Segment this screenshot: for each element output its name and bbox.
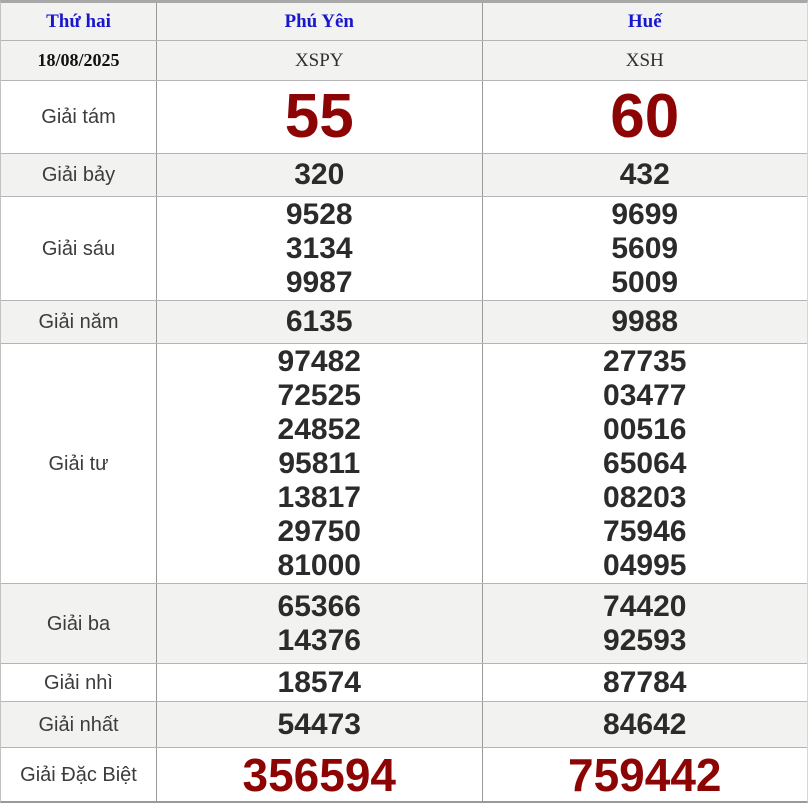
prize-number: 5609 xyxy=(611,231,679,265)
station-code-xspy: XSPY xyxy=(156,41,482,80)
prize-row-eighth: Giải tám 55 60 xyxy=(1,81,807,154)
table-header-row: Thứ hai Phú Yên Huế xyxy=(1,3,807,41)
prize-cell-hue: 60 xyxy=(481,81,808,153)
prize-label: Giải nhất xyxy=(38,713,119,736)
prize-number: 97482 xyxy=(277,344,361,378)
prize-cell-hue: 9699 5609 5009 xyxy=(481,197,808,300)
prize-number: 6135 xyxy=(285,305,353,338)
prize-cell-hue: 74420 92593 xyxy=(481,584,808,663)
prize-number: 54473 xyxy=(277,707,361,741)
prize-number: 24852 xyxy=(277,412,361,446)
prize-number: 320 xyxy=(294,158,345,191)
prize-cell-phu-yen: 18574 xyxy=(156,664,482,701)
prize-number: 74420 xyxy=(603,589,687,623)
weekday-header: Thứ hai xyxy=(46,10,111,32)
prize-cell-hue: 84642 xyxy=(481,702,808,747)
prize-row-first: Giải nhất 54473 84642 xyxy=(1,702,807,748)
prize-label: Giải tư xyxy=(48,452,109,475)
prize-number: 65366 xyxy=(277,589,361,623)
prize-number: 14376 xyxy=(277,623,361,657)
prize-number: 356594 xyxy=(242,748,397,801)
prize-number: 5009 xyxy=(611,265,679,299)
prize-cell-hue: 27735 03477 00516 65064 08203 75946 0499… xyxy=(481,344,808,583)
prize-number: 72525 xyxy=(277,378,361,412)
station-code-xsh: XSH xyxy=(481,41,808,80)
prize-cell-phu-yen: 356594 xyxy=(156,748,482,801)
prize-number: 27735 xyxy=(603,344,687,378)
prize-label: Giải ba xyxy=(46,612,111,635)
prize-row-sixth: Giải sáu 9528 3134 9987 9699 5609 5009 xyxy=(1,197,807,301)
prize-number: 9988 xyxy=(611,305,679,338)
prize-number: 00516 xyxy=(603,412,687,446)
prize-label: Giải sáu xyxy=(41,237,116,260)
prize-cell-phu-yen: 54473 xyxy=(156,702,482,747)
prize-number: 65064 xyxy=(603,446,687,480)
prize-cell-phu-yen: 320 xyxy=(156,154,482,196)
prize-number: 9987 xyxy=(285,265,353,299)
prize-label: Giải bảy xyxy=(41,164,116,186)
prize-number: 432 xyxy=(619,158,670,191)
prize-number: 3134 xyxy=(285,231,353,265)
prize-cell-phu-yen: 55 xyxy=(156,81,482,153)
prize-number: 18574 xyxy=(277,665,361,699)
prize-number: 13817 xyxy=(277,480,361,514)
prize-row-fourth: Giải tư 97482 72525 24852 95811 13817 29… xyxy=(1,344,807,584)
prize-number: 29750 xyxy=(277,514,361,548)
province-header-hue[interactable]: Huế xyxy=(481,3,808,40)
prize-row-fifth: Giải năm 6135 9988 xyxy=(1,301,807,344)
draw-date: 18/08/2025 xyxy=(37,50,120,70)
prize-row-third: Giải ba 65366 14376 74420 92593 xyxy=(1,584,807,664)
prize-cell-hue: 432 xyxy=(481,154,808,196)
prize-label: Giải nhì xyxy=(44,671,113,694)
prize-number: 08203 xyxy=(603,480,687,514)
prize-cell-hue: 759442 xyxy=(481,748,808,801)
prize-number: 84642 xyxy=(603,707,687,741)
prize-number: 03477 xyxy=(603,378,687,412)
prize-number: 81000 xyxy=(277,548,361,582)
province-header-phu-yen[interactable]: Phú Yên xyxy=(156,3,482,40)
prize-label: Giải Đặc Biệt xyxy=(20,763,137,786)
prize-number: 75946 xyxy=(603,514,687,548)
prize-number: 9699 xyxy=(611,197,679,231)
prize-cell-phu-yen: 65366 14376 xyxy=(156,584,482,663)
prize-label: Giải tám xyxy=(41,106,116,128)
prize-cell-hue: 9988 xyxy=(481,301,808,343)
prize-cell-phu-yen: 9528 3134 9987 xyxy=(156,197,482,300)
prize-number: 04995 xyxy=(603,548,687,582)
prize-cell-phu-yen: 6135 xyxy=(156,301,482,343)
date-code-row: 18/08/2025 XSPY XSH xyxy=(1,41,807,81)
prize-row-second: Giải nhì 18574 87784 xyxy=(1,664,807,702)
prize-cell-phu-yen: 97482 72525 24852 95811 13817 29750 8100… xyxy=(156,344,482,583)
prize-number: 92593 xyxy=(603,623,687,657)
prize-number: 95811 xyxy=(278,446,361,480)
prize-row-special: Giải Đặc Biệt 356594 759442 xyxy=(1,748,807,801)
prize-number: 9528 xyxy=(285,197,353,231)
prize-number: 759442 xyxy=(568,748,722,801)
prize-number: 55 xyxy=(284,82,354,151)
prize-number: 87784 xyxy=(603,665,687,699)
prize-row-seventh: Giải bảy 320 432 xyxy=(1,154,807,197)
prize-number: 60 xyxy=(610,82,680,151)
prize-cell-hue: 87784 xyxy=(481,664,808,701)
prize-label: Giải năm xyxy=(38,311,119,333)
